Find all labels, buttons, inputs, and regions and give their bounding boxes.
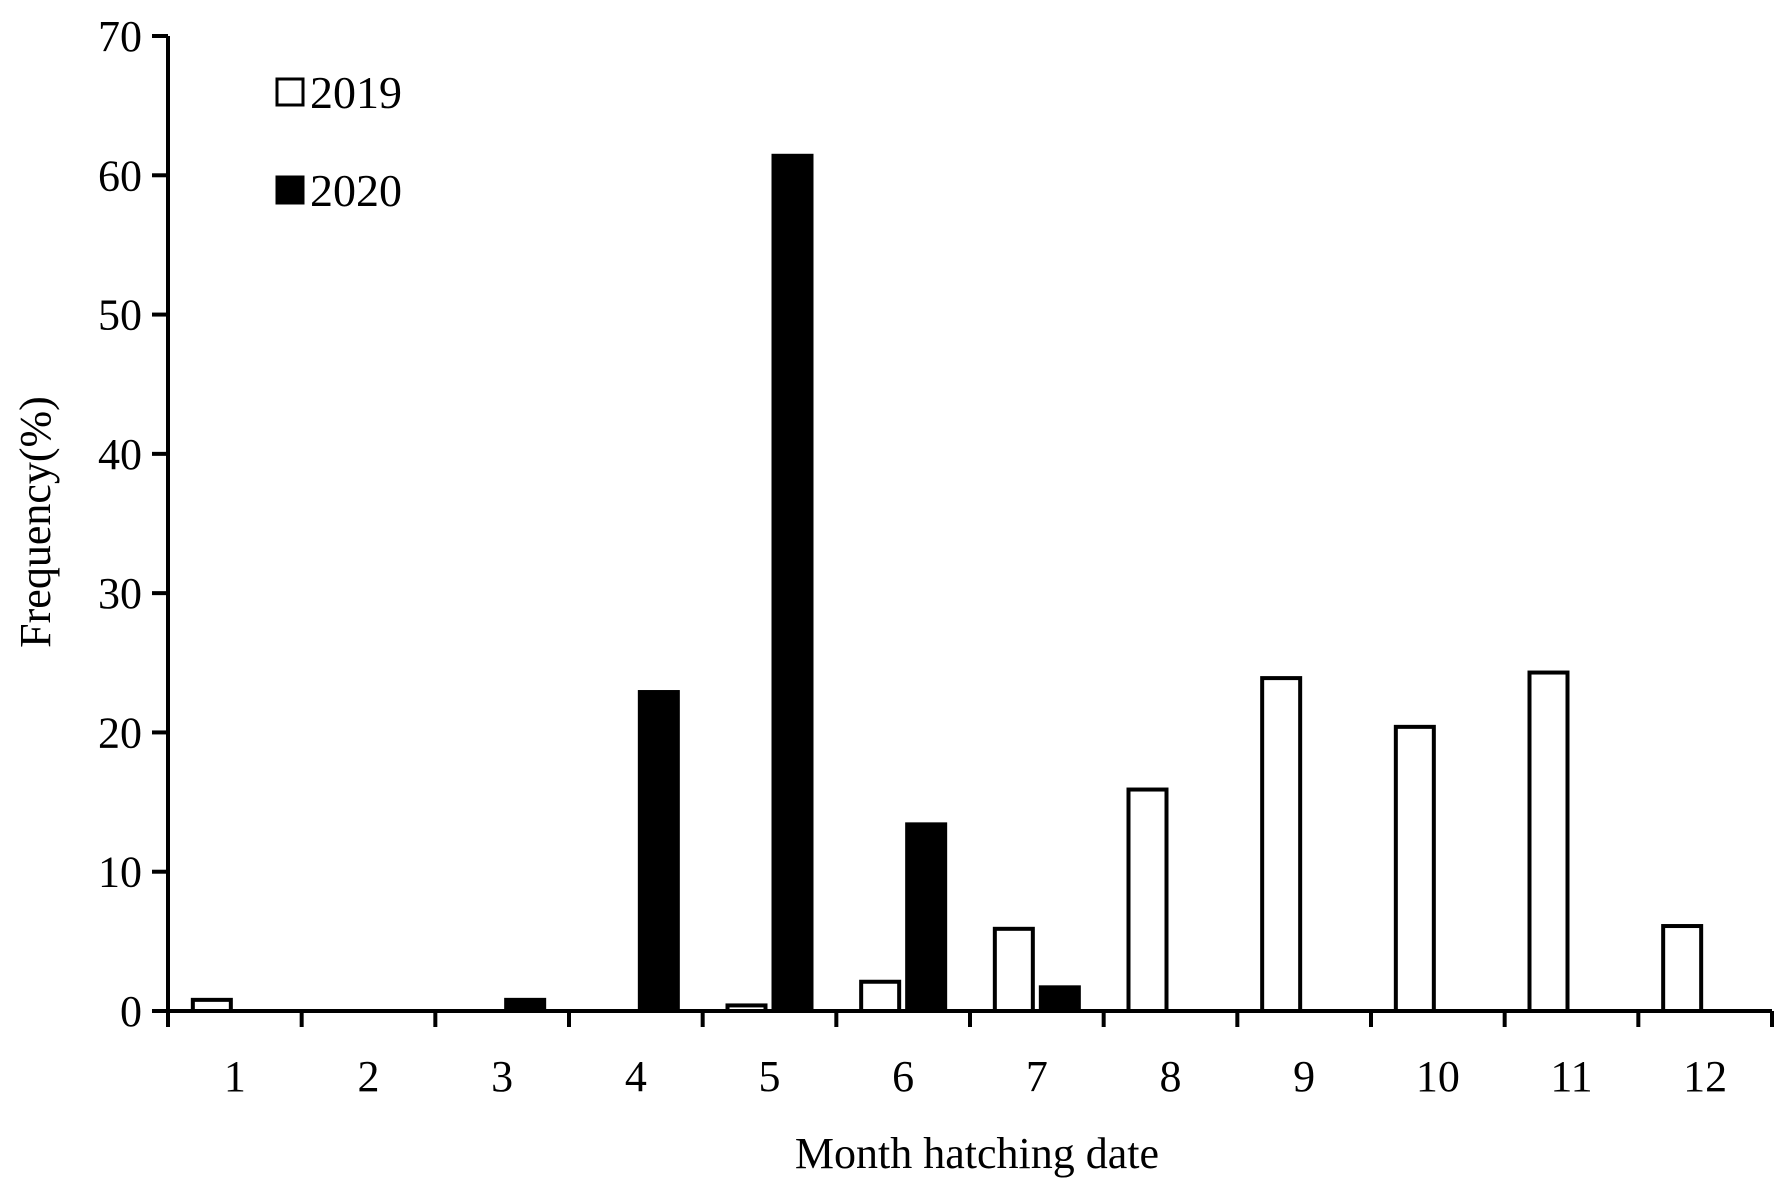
bar-2020-month-7 bbox=[1038, 985, 1081, 1013]
y-tick-label-20: 20 bbox=[98, 708, 142, 757]
bar-2019-month-9 bbox=[1260, 676, 1303, 1013]
y-tick-label-0: 0 bbox=[120, 987, 142, 1036]
legend-swatch-2020 bbox=[275, 175, 305, 205]
bar-2020-month-6 bbox=[905, 822, 948, 1013]
bar-2019-month-12 bbox=[1661, 924, 1704, 1013]
bar-2019-month-6 bbox=[859, 979, 902, 1013]
x-tick-label-7: 7 bbox=[1026, 1052, 1048, 1101]
x-tick-label-10: 10 bbox=[1416, 1052, 1460, 1101]
y-tick-label-10: 10 bbox=[98, 848, 142, 897]
x-tick-label-9: 9 bbox=[1293, 1052, 1315, 1101]
legend-swatch-2019 bbox=[275, 77, 305, 107]
y-tick-label-50: 50 bbox=[98, 291, 142, 340]
x-tick-label-5: 5 bbox=[759, 1052, 781, 1101]
bar-2020-month-4 bbox=[637, 690, 680, 1013]
legend-label-2020: 2020 bbox=[310, 165, 402, 216]
bar-2019-month-11 bbox=[1527, 670, 1570, 1013]
x-tick-label-12: 12 bbox=[1683, 1052, 1727, 1101]
y-tick-label-60: 60 bbox=[98, 151, 142, 200]
y-axis-title: Frequency(%) bbox=[11, 396, 60, 648]
bar-2019-month-10 bbox=[1393, 724, 1436, 1013]
x-tick-label-6: 6 bbox=[892, 1052, 914, 1101]
bar-2020-month-5 bbox=[771, 153, 814, 1014]
y-tick-label-70: 70 bbox=[98, 12, 142, 61]
x-tick-label-8: 8 bbox=[1160, 1052, 1182, 1101]
x-tick-label-1: 1 bbox=[224, 1052, 246, 1101]
legend: 2019 2020 bbox=[275, 67, 402, 216]
x-tick-label-11: 11 bbox=[1550, 1052, 1592, 1101]
bar-2019-month-8 bbox=[1126, 787, 1169, 1013]
bar-2019-month-7 bbox=[992, 926, 1035, 1013]
legend-label-2019: 2019 bbox=[310, 67, 402, 118]
y-tick-label-40: 40 bbox=[98, 430, 142, 479]
x-tick-label-3: 3 bbox=[491, 1052, 513, 1101]
x-tick-label-2: 2 bbox=[358, 1052, 380, 1101]
x-tick-label-4: 4 bbox=[625, 1052, 647, 1101]
y-tick-label-30: 30 bbox=[98, 569, 142, 618]
x-axis-title: Month hatching date bbox=[795, 1129, 1159, 1178]
bars-group bbox=[190, 153, 1704, 1014]
